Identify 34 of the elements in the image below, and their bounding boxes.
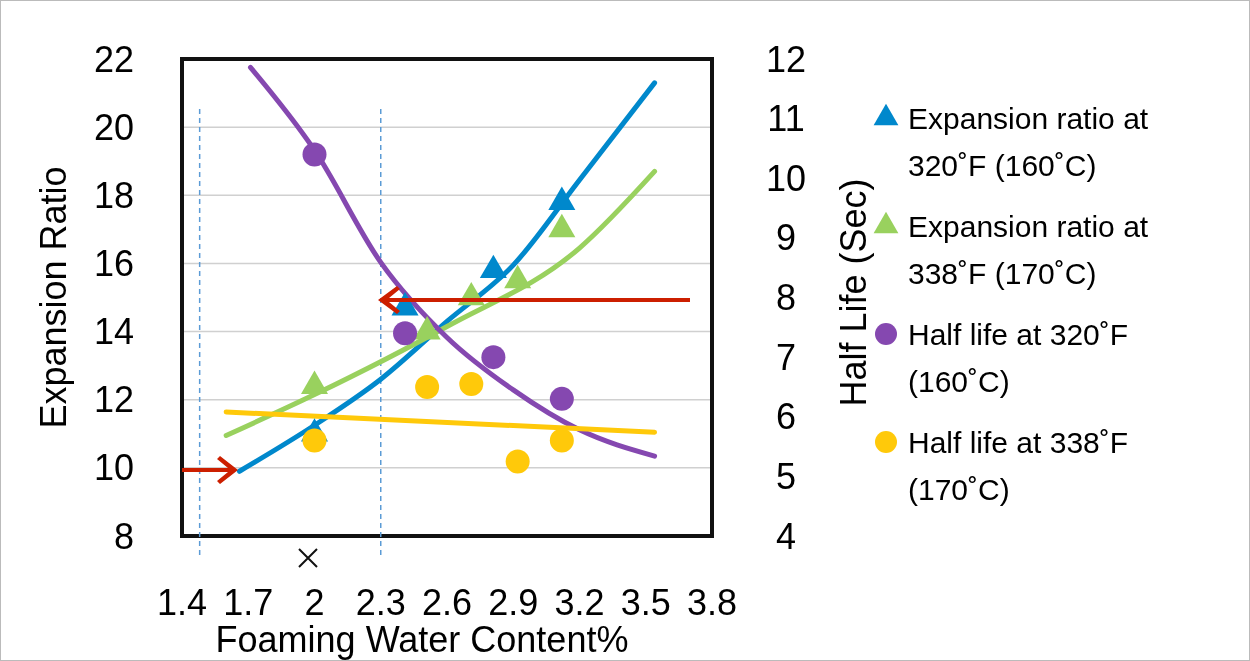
y2-tick-label: 6 <box>775 396 797 438</box>
legend-label: Expansion ratio at 320˚F (160˚C) <box>908 101 1149 182</box>
y2-tick-label: 7 <box>775 336 797 378</box>
y2-tick-label: 11 <box>767 98 805 140</box>
point <box>505 449 530 474</box>
legend-label: Half life at 320˚F (160˚C) <box>908 317 1129 398</box>
y-tick-label: 18 <box>93 174 134 216</box>
y-tick-label: 16 <box>93 242 134 284</box>
y2-tick-label: 4 <box>775 515 797 557</box>
point <box>302 428 327 453</box>
y-tick-label: 8 <box>113 515 134 557</box>
legend-label: Expansion ratio at 338˚F (170˚C) <box>908 209 1149 290</box>
y-tick-label: 12 <box>93 379 134 421</box>
y2-tick-label: 12 <box>765 38 807 80</box>
y-tick-label: 14 <box>93 311 134 353</box>
x-tick-label: 3.8 <box>686 582 738 623</box>
y-tick-label: 10 <box>93 447 134 489</box>
y2-tick-label: 9 <box>775 217 797 259</box>
point <box>393 321 418 346</box>
legend-label: Half life at 338˚F (170˚C) <box>908 425 1129 506</box>
point <box>481 345 506 370</box>
point <box>415 374 440 399</box>
point <box>549 386 574 411</box>
y2-axis-title: Half Life (Sec) <box>833 178 874 407</box>
point <box>549 428 574 453</box>
y-tick-label: 20 <box>93 106 134 148</box>
y-axis-title: Expansion Ratio <box>33 166 74 429</box>
y2-tick-label: 5 <box>775 455 797 497</box>
point <box>302 142 327 167</box>
y2-tick-label: 8 <box>775 277 797 318</box>
y2-tick-label: 10 <box>765 157 807 199</box>
x-tick-label: 1.4 <box>156 582 208 623</box>
y-tick-label: 22 <box>93 38 134 80</box>
point <box>459 371 484 396</box>
